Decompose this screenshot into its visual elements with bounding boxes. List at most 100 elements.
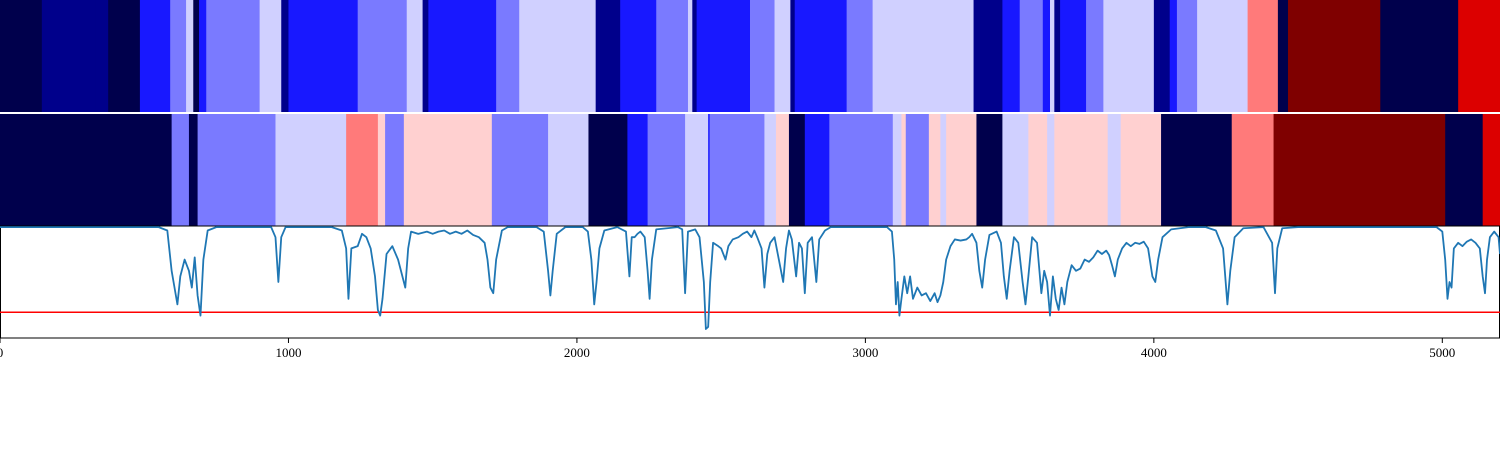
- heatmap-cell: [41, 0, 96, 112]
- heatmap-cell: [1153, 0, 1171, 112]
- heatmap-cell: [377, 114, 386, 226]
- heatmap-row-1: [0, 0, 1500, 112]
- heatmap-cell: [687, 0, 693, 112]
- signal-panel: [0, 225, 1500, 339]
- heatmap-cell: [171, 114, 190, 226]
- heatmap-cell: [775, 114, 790, 226]
- heatmap-cell: [1107, 114, 1122, 226]
- heatmap-cell: [1054, 0, 1061, 112]
- heatmap-cell: [750, 0, 776, 112]
- heatmap-cell: [403, 114, 493, 226]
- heatmap-cell: [692, 0, 698, 112]
- heatmap-cell: [946, 114, 978, 226]
- heatmap-cell: [95, 0, 109, 112]
- x-tick-label: 4000: [1141, 345, 1167, 360]
- heatmap-cell: [656, 0, 689, 112]
- heatmap-cell: [788, 114, 806, 226]
- heatmap-cell: [1019, 0, 1044, 112]
- heatmap-cell: [275, 114, 347, 226]
- x-tick-label: 0: [0, 345, 3, 360]
- heatmap-cell: [928, 114, 941, 226]
- heatmap-cell: [804, 114, 830, 226]
- heatmap-cell: [829, 114, 894, 226]
- heatmap-rows: [0, 0, 1500, 226]
- heatmap-cell: [1169, 0, 1178, 112]
- heatmap-row-2: [0, 114, 1500, 226]
- heatmap-cell: [708, 114, 711, 226]
- heatmap-cell: [406, 0, 424, 112]
- heatmap-cell: [259, 0, 282, 112]
- heatmap-cell: [872, 0, 975, 112]
- heatmap-cell: [774, 0, 791, 112]
- heatmap-cell: [357, 0, 408, 112]
- heatmap-cell: [0, 0, 43, 112]
- heatmap-cell: [193, 0, 200, 112]
- x-axis: 0 1000 2000 3000 4000 5000: [0, 338, 1455, 360]
- heatmap-cell: [281, 0, 290, 112]
- heatmap-cell: [685, 114, 709, 226]
- heatmap-cell: [188, 114, 199, 226]
- heatmap-cell: [790, 0, 796, 112]
- heatmap-cell: [422, 0, 429, 112]
- heatmap-cell: [548, 114, 590, 226]
- heatmap-cell: [1002, 114, 1029, 226]
- heatmap-cell: [496, 0, 520, 112]
- heatmap-cell: [1120, 114, 1162, 226]
- heatmap-cell: [709, 114, 766, 226]
- heatmap-cell: [1197, 0, 1249, 112]
- heatmap-cell: [627, 114, 649, 226]
- heatmap-cell: [1161, 114, 1233, 226]
- heatmap-cell: [846, 0, 874, 112]
- heatmap-cell: [428, 0, 497, 112]
- heatmap-cell: [186, 0, 194, 112]
- heatmap-cell: [1047, 114, 1055, 226]
- heatmap-cell: [288, 0, 359, 112]
- heatmap-cell: [1028, 114, 1048, 226]
- heatmap-cell: [1060, 0, 1087, 112]
- heatmap-cell: [139, 0, 171, 112]
- x-tick-label: 3000: [852, 345, 878, 360]
- heatmap-cell: [1247, 0, 1279, 112]
- heatmap-cell: [197, 114, 277, 226]
- heatmap-cell: [1054, 114, 1109, 226]
- x-tick-label: 5000: [1429, 345, 1455, 360]
- heatmap-cell: [519, 0, 597, 112]
- heatmap-cell: [1086, 0, 1104, 112]
- x-tick-label: 1000: [275, 345, 301, 360]
- heatmap-cell: [385, 114, 405, 226]
- heatmap-cell: [346, 114, 379, 226]
- heatmap-cell: [199, 0, 207, 112]
- heatmap-cell: [1380, 0, 1459, 112]
- heatmap-cell: [1103, 0, 1155, 112]
- heatmap-cell: [1273, 114, 1446, 226]
- heatmap-cell: [976, 114, 1003, 226]
- heatmap-cell: [696, 0, 751, 112]
- heatmap-cell: [491, 114, 549, 226]
- heatmap-cell: [1176, 0, 1198, 112]
- heatmap-cell: [901, 114, 907, 226]
- heatmap-cell: [905, 114, 930, 226]
- heatmap-cell: [794, 0, 848, 112]
- heatmap-cell: [892, 114, 903, 226]
- heatmap-cell: [1277, 0, 1289, 112]
- heatmap-cell: [1050, 0, 1055, 112]
- heatmap-cell: [764, 114, 777, 226]
- heatmap-cell: [1287, 0, 1381, 112]
- heatmap-cell: [940, 114, 947, 226]
- heatmap-cell: [1458, 0, 1500, 112]
- heatmap-cell: [588, 114, 628, 226]
- heatmap-cell: [206, 0, 261, 112]
- heatmap-cell: [627, 0, 657, 112]
- heatmap-cell: [1002, 0, 1021, 112]
- signal-line: [0, 226, 1500, 330]
- heatmap-cell: [647, 114, 686, 226]
- heatmap-cell: [1042, 0, 1051, 112]
- heatmap-cell: [170, 0, 187, 112]
- heatmap-cell: [0, 114, 173, 226]
- x-tick-label: 2000: [564, 345, 590, 360]
- heatmap-cell: [1445, 114, 1484, 226]
- heatmap-cell: [108, 0, 141, 112]
- heatmap-cell: [1231, 114, 1275, 226]
- heatmap-cell: [973, 0, 1004, 112]
